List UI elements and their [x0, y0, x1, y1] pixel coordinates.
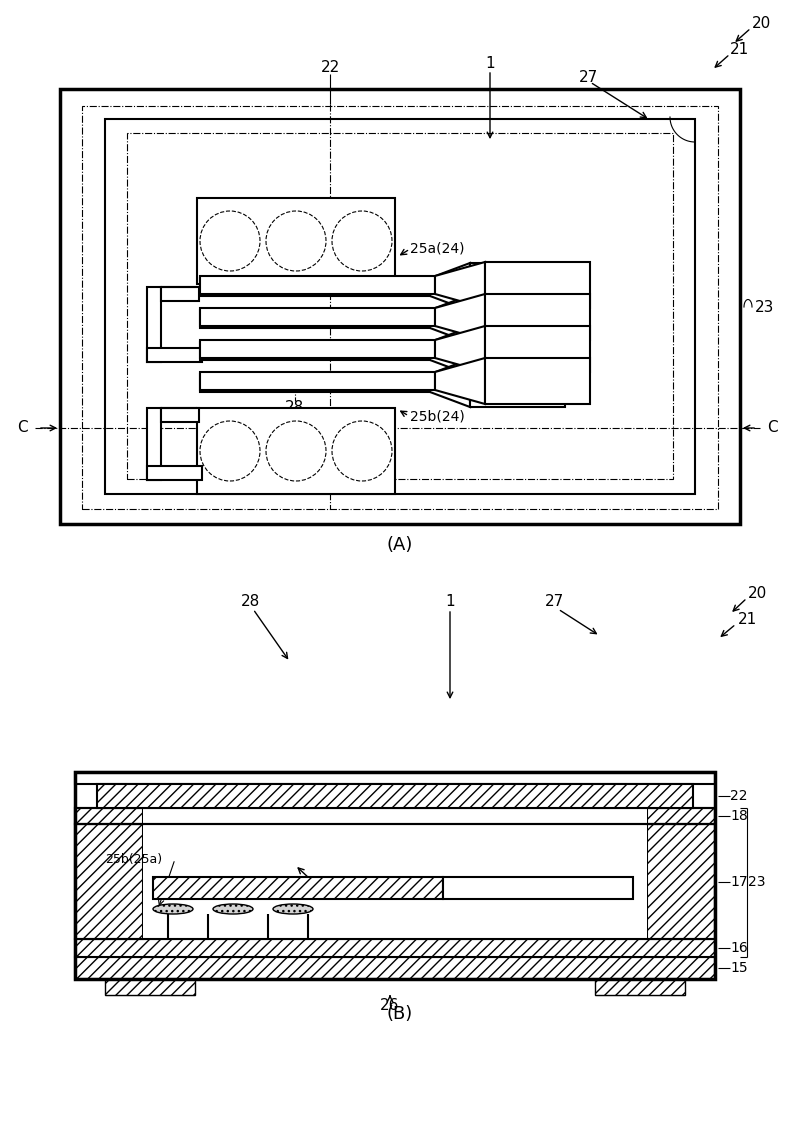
- Polygon shape: [430, 263, 470, 311]
- Bar: [75, 825, 143, 939]
- Bar: [485, 325, 590, 372]
- Text: 21: 21: [730, 42, 750, 57]
- Bar: [470, 359, 565, 407]
- Text: 1: 1: [485, 56, 495, 72]
- Bar: [75, 772, 715, 979]
- Bar: [200, 276, 435, 293]
- Text: 25b(25a): 25b(25a): [105, 853, 162, 867]
- Bar: [197, 408, 395, 494]
- Ellipse shape: [213, 904, 253, 914]
- Bar: [647, 809, 715, 825]
- Bar: [75, 957, 715, 979]
- Ellipse shape: [273, 904, 313, 914]
- Bar: [470, 327, 565, 375]
- Polygon shape: [435, 293, 485, 340]
- Text: 17: 17: [730, 875, 748, 888]
- Bar: [147, 466, 202, 480]
- Bar: [470, 263, 565, 311]
- Polygon shape: [430, 359, 470, 407]
- Text: 25b(24): 25b(24): [410, 409, 465, 423]
- Bar: [200, 309, 430, 328]
- Text: 27: 27: [546, 595, 565, 610]
- Text: 28: 28: [286, 400, 305, 415]
- Polygon shape: [435, 357, 485, 404]
- Bar: [75, 939, 715, 957]
- Text: (B): (B): [387, 1005, 413, 1023]
- Bar: [75, 772, 715, 785]
- Text: 16: 16: [730, 941, 748, 955]
- Bar: [161, 408, 199, 423]
- Polygon shape: [435, 325, 485, 372]
- Bar: [485, 262, 590, 308]
- Bar: [200, 308, 435, 325]
- Text: 22: 22: [320, 59, 340, 74]
- Bar: [97, 785, 693, 809]
- Bar: [200, 373, 430, 392]
- Text: (A): (A): [387, 536, 413, 554]
- Text: 22: 22: [730, 789, 747, 803]
- Bar: [105, 979, 195, 995]
- Bar: [200, 278, 430, 296]
- Text: 1: 1: [445, 595, 455, 610]
- Bar: [147, 408, 161, 480]
- Text: 23: 23: [748, 876, 766, 890]
- Text: 24: 24: [310, 875, 327, 888]
- Text: 28: 28: [240, 595, 260, 610]
- Text: 15: 15: [730, 962, 748, 975]
- Bar: [60, 89, 740, 524]
- Bar: [200, 372, 435, 391]
- Bar: [153, 877, 443, 899]
- Bar: [485, 293, 590, 340]
- Bar: [82, 106, 718, 509]
- Bar: [161, 287, 199, 301]
- Bar: [197, 198, 395, 284]
- Bar: [470, 295, 565, 343]
- Bar: [75, 825, 715, 939]
- Text: C: C: [766, 420, 778, 435]
- Bar: [75, 809, 715, 825]
- Bar: [127, 132, 673, 478]
- Text: 25a(24): 25a(24): [410, 242, 465, 256]
- Text: 21: 21: [738, 612, 758, 627]
- Bar: [105, 119, 695, 494]
- Bar: [75, 809, 143, 825]
- Bar: [647, 825, 715, 939]
- Text: 26: 26: [380, 997, 400, 1013]
- Bar: [595, 979, 685, 995]
- Ellipse shape: [153, 904, 193, 914]
- Bar: [200, 340, 435, 357]
- Polygon shape: [435, 262, 485, 308]
- Bar: [147, 348, 202, 362]
- Text: 20: 20: [752, 16, 771, 32]
- Text: 18: 18: [730, 809, 748, 823]
- Polygon shape: [430, 295, 470, 343]
- Text: 20: 20: [748, 587, 767, 602]
- Text: 23: 23: [755, 299, 774, 314]
- Text: C: C: [17, 420, 27, 435]
- Bar: [143, 809, 647, 825]
- Text: 27: 27: [578, 70, 598, 85]
- Bar: [443, 877, 633, 899]
- Polygon shape: [430, 327, 470, 375]
- Bar: [200, 341, 430, 360]
- Bar: [143, 825, 647, 939]
- Bar: [485, 357, 590, 404]
- Bar: [147, 287, 161, 362]
